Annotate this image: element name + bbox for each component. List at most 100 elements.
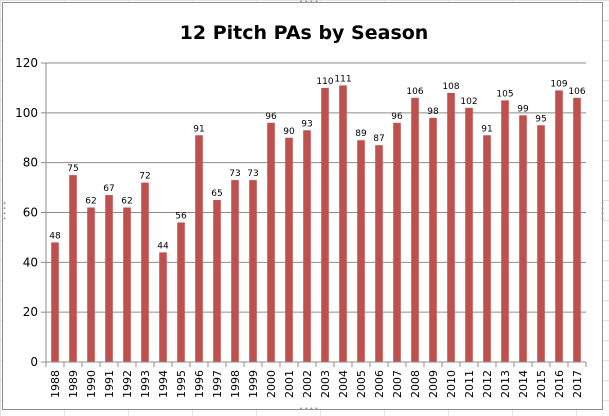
- y-tick-label: 120: [15, 56, 38, 70]
- y-tick-label: 100: [15, 106, 38, 120]
- bar: [447, 92, 455, 363]
- y-tick-label: 60: [23, 206, 38, 220]
- x-tick-label: 2013: [499, 370, 512, 398]
- x-tick-label: 2004: [337, 370, 350, 398]
- data-label: 89: [355, 129, 367, 139]
- resize-handle-right[interactable]: ••••: [598, 201, 606, 222]
- x-tick-label: 1993: [139, 370, 152, 398]
- bar: [393, 122, 401, 362]
- data-label: 108: [442, 82, 459, 92]
- bar: [321, 87, 329, 363]
- bar: [213, 200, 221, 362]
- gridlines: [41, 62, 586, 363]
- data-label: 91: [193, 124, 204, 134]
- x-tick-label: 2002: [301, 370, 314, 398]
- bar: [231, 180, 239, 362]
- x-tick-label: 2010: [445, 370, 458, 398]
- x-tick-label: 2009: [427, 370, 440, 398]
- bar: [69, 175, 77, 362]
- axes: [45, 63, 587, 367]
- x-tick-label: 2016: [553, 370, 566, 398]
- chart-title: 12 Pitch PAs by Season: [180, 22, 429, 44]
- bar: [51, 242, 59, 362]
- y-tick-label: 0: [30, 355, 38, 369]
- data-label: 96: [391, 112, 403, 122]
- data-label: 98: [427, 107, 439, 117]
- x-tick-label: 2005: [355, 370, 368, 398]
- x-tick-label: 1997: [211, 370, 224, 398]
- bar: [285, 137, 293, 362]
- bar: [555, 90, 563, 363]
- data-label: 72: [139, 172, 150, 182]
- x-tick-label: 1990: [85, 370, 98, 398]
- data-label: 48: [49, 231, 61, 241]
- bar: [267, 122, 275, 362]
- x-tick-label: 1989: [67, 370, 80, 398]
- data-label: 62: [85, 197, 96, 207]
- x-tick-label: 2008: [409, 370, 422, 398]
- bar: [537, 125, 545, 363]
- bar: [573, 97, 581, 362]
- data-label: 102: [460, 97, 477, 107]
- resize-handle-bottom[interactable]: ••••: [299, 405, 320, 413]
- data-label: 109: [550, 79, 567, 89]
- data-label: 75: [67, 164, 78, 174]
- bar: [87, 207, 95, 362]
- data-label: 96: [265, 112, 277, 122]
- x-tick-label: 1994: [157, 370, 170, 398]
- bar: [465, 107, 473, 362]
- data-label: 95: [535, 114, 546, 124]
- data-label: 73: [247, 169, 258, 179]
- bar: [519, 115, 527, 362]
- x-tick-label: 1992: [121, 370, 134, 398]
- bar: [123, 207, 131, 362]
- x-tick-label: 2011: [463, 370, 476, 398]
- bar: [357, 140, 365, 362]
- data-label: 67: [103, 184, 114, 194]
- x-tick-label: 2017: [571, 370, 584, 398]
- x-tick-label: 1995: [175, 370, 188, 398]
- bar: [159, 252, 167, 362]
- x-tick-label: 2015: [535, 370, 548, 398]
- bar: [375, 145, 383, 362]
- x-tick-label: 1999: [247, 370, 260, 398]
- bar: [177, 222, 185, 362]
- data-label: 106: [406, 87, 423, 97]
- bar: [339, 85, 347, 363]
- y-tick-label: 20: [23, 305, 38, 319]
- x-tick-label: 2000: [265, 370, 278, 398]
- data-label: 56: [175, 211, 187, 221]
- x-tick-label: 2007: [391, 370, 404, 398]
- data-label: 90: [283, 127, 295, 137]
- x-tick-label: 1996: [193, 370, 206, 398]
- bar: [105, 195, 113, 362]
- data-label: 87: [373, 134, 384, 144]
- x-tick-label: 1998: [229, 370, 242, 398]
- x-tick-label: 2012: [481, 370, 494, 398]
- bar: [501, 100, 509, 362]
- bar: [429, 117, 437, 362]
- resize-handle-left[interactable]: ••••: [0, 201, 8, 222]
- bar: [141, 182, 149, 362]
- data-label: 99: [517, 104, 529, 114]
- bar: [195, 135, 203, 362]
- x-axis-ticks: 1988 1989 1990 1991 1992 1993 1994 1995 1996 1997…: [49, 370, 584, 398]
- data-label: 62: [121, 197, 132, 207]
- bar: [483, 135, 491, 362]
- bar: [411, 97, 419, 362]
- data-label: 44: [157, 241, 169, 251]
- data-label: 106: [568, 87, 585, 97]
- resize-handle-top[interactable]: ••••: [299, 0, 320, 6]
- x-tick-label: 2006: [373, 370, 386, 398]
- y-tick-label: 80: [23, 156, 38, 170]
- data-label: 111: [334, 74, 351, 84]
- bar: [249, 180, 257, 362]
- x-tick-label: 1991: [103, 370, 116, 398]
- data-label: 91: [481, 124, 492, 134]
- x-tick-label: 2003: [319, 370, 332, 398]
- data-label: 110: [316, 77, 333, 87]
- x-tick-label: 1988: [49, 370, 62, 398]
- y-tick-label: 40: [23, 255, 38, 269]
- data-label: 93: [301, 119, 312, 129]
